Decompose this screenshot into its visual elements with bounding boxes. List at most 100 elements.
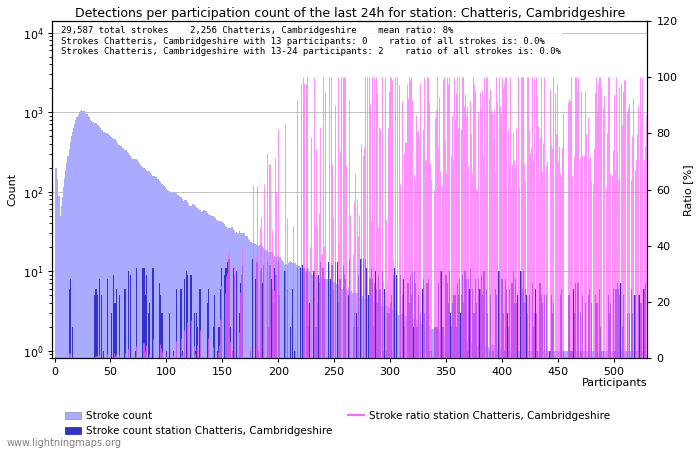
- Bar: [422, 326, 423, 450]
- Bar: [478, 344, 479, 450]
- Bar: [622, 327, 623, 450]
- Bar: [199, 210, 200, 450]
- Bar: [250, 351, 251, 450]
- Bar: [465, 342, 466, 450]
- Bar: [546, 295, 547, 450]
- Bar: [363, 260, 364, 450]
- Bar: [505, 351, 506, 450]
- Bar: [629, 351, 630, 450]
- Bar: [459, 279, 460, 450]
- Bar: [407, 317, 409, 450]
- Bar: [278, 262, 279, 450]
- Bar: [382, 271, 383, 450]
- Bar: [392, 310, 393, 450]
- Bar: [298, 266, 299, 450]
- Bar: [142, 268, 144, 450]
- Bar: [272, 252, 273, 450]
- Bar: [155, 177, 156, 450]
- Bar: [274, 268, 276, 450]
- Bar: [514, 279, 516, 450]
- Bar: [638, 295, 639, 450]
- Bar: [564, 351, 565, 450]
- Bar: [319, 279, 320, 450]
- Bar: [220, 221, 222, 450]
- Bar: [61, 206, 62, 450]
- Bar: [218, 327, 220, 450]
- Bar: [487, 313, 488, 450]
- Bar: [430, 328, 431, 450]
- Bar: [144, 168, 145, 450]
- Bar: [72, 132, 73, 450]
- Bar: [256, 262, 258, 450]
- Bar: [363, 298, 364, 450]
- Bar: [328, 281, 329, 450]
- Bar: [329, 281, 330, 450]
- Bar: [589, 351, 591, 450]
- Bar: [413, 327, 414, 450]
- Bar: [628, 351, 629, 450]
- Bar: [592, 351, 593, 450]
- Bar: [487, 346, 488, 450]
- Bar: [610, 351, 611, 450]
- Bar: [213, 327, 214, 450]
- Bar: [320, 278, 321, 450]
- Bar: [443, 334, 444, 450]
- Bar: [593, 351, 594, 450]
- Bar: [74, 124, 76, 450]
- Bar: [574, 313, 575, 450]
- Bar: [132, 158, 134, 450]
- Bar: [273, 303, 274, 450]
- Bar: [304, 272, 306, 450]
- Bar: [596, 351, 598, 450]
- Bar: [640, 351, 641, 450]
- Bar: [491, 344, 492, 450]
- Bar: [386, 305, 387, 450]
- Bar: [193, 204, 194, 450]
- Bar: [528, 351, 529, 450]
- Bar: [393, 275, 394, 450]
- Bar: [559, 295, 561, 450]
- Bar: [335, 284, 336, 450]
- Bar: [184, 279, 185, 450]
- Bar: [428, 351, 430, 450]
- Bar: [529, 351, 531, 450]
- Bar: [309, 271, 310, 450]
- Bar: [494, 345, 495, 450]
- Bar: [306, 271, 307, 450]
- Bar: [85, 113, 86, 450]
- Bar: [639, 351, 640, 450]
- Bar: [508, 327, 509, 450]
- Bar: [488, 347, 489, 450]
- Bar: [626, 313, 628, 450]
- Bar: [128, 271, 129, 450]
- Bar: [604, 351, 606, 450]
- Bar: [573, 289, 574, 450]
- Bar: [445, 336, 447, 450]
- Bar: [623, 351, 624, 450]
- Bar: [181, 351, 183, 450]
- Bar: [69, 149, 70, 450]
- Bar: [384, 306, 385, 450]
- Bar: [505, 279, 506, 450]
- Bar: [499, 349, 500, 450]
- Bar: [138, 162, 139, 450]
- Bar: [609, 351, 610, 450]
- Bar: [190, 275, 192, 450]
- Bar: [348, 288, 349, 450]
- Bar: [443, 327, 444, 450]
- Bar: [253, 243, 254, 450]
- Bar: [216, 220, 217, 450]
- Bar: [282, 261, 284, 450]
- Bar: [626, 351, 627, 450]
- Bar: [215, 219, 216, 450]
- Bar: [623, 295, 624, 450]
- Bar: [307, 268, 308, 450]
- Bar: [542, 303, 543, 450]
- Bar: [465, 271, 466, 450]
- Bar: [260, 271, 261, 450]
- Bar: [149, 303, 150, 450]
- Bar: [289, 262, 290, 450]
- Bar: [342, 265, 344, 450]
- Bar: [596, 303, 598, 450]
- Bar: [225, 268, 226, 450]
